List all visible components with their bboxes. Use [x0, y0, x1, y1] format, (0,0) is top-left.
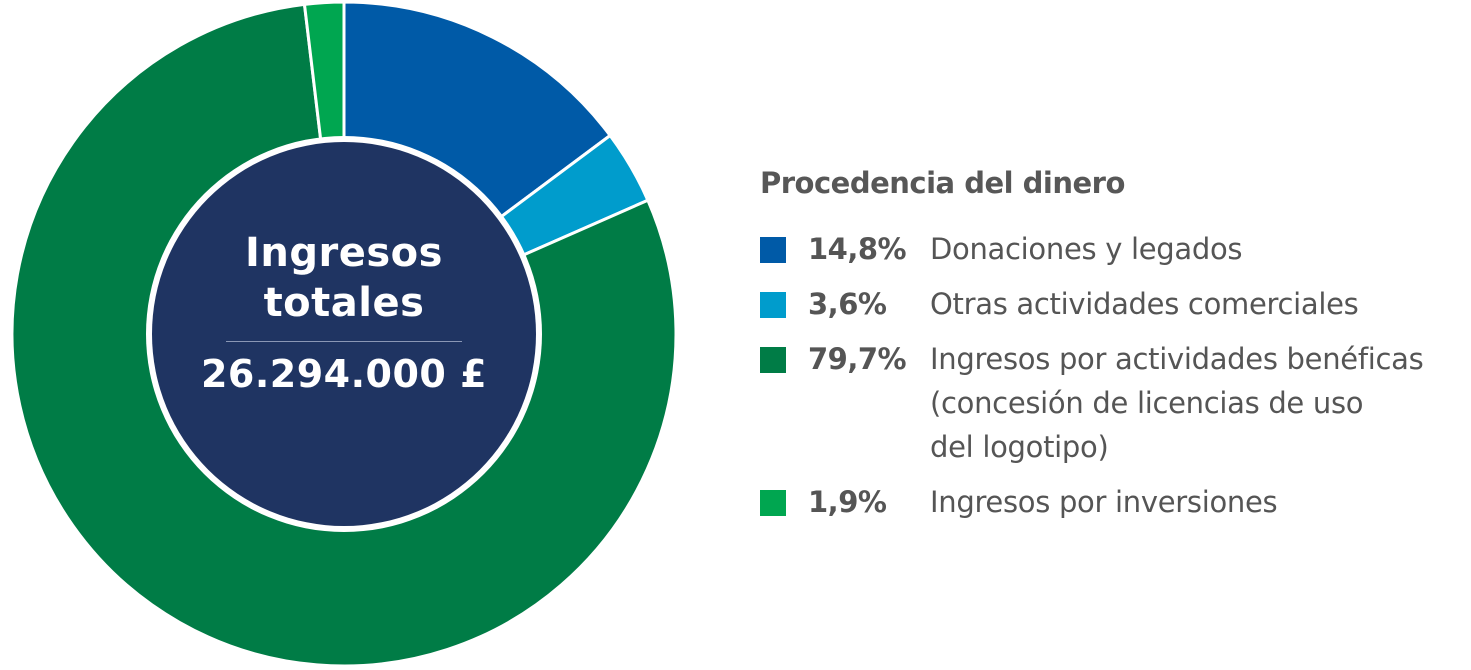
- legend-percent: 79,7%: [808, 342, 907, 376]
- legend-item-actividades-beneficas: 79,7% Ingresos por actividades benéficas…: [760, 337, 1470, 469]
- legend-label: Ingresos por actividades benéficas (conc…: [930, 337, 1470, 469]
- legend-label: Otras actividades comerciales: [930, 287, 1359, 321]
- legend-swatch-icon: [760, 347, 786, 373]
- legend-label-line: del logotipo): [930, 430, 1109, 464]
- center-label: Ingresos totales 26.294.000 £: [151, 228, 537, 396]
- legend-item-inversiones: 1,9% Ingresos por inversiones: [760, 480, 1470, 524]
- total-income-value: 26.294.000 £: [200, 352, 488, 396]
- center-divider: [226, 341, 462, 342]
- legend-percent: 1,9%: [808, 485, 887, 519]
- legend-swatch-icon: [760, 490, 786, 516]
- legend-item-otras-actividades: 3,6% Otras actividades comerciales: [760, 282, 1470, 326]
- legend-item-donaciones: 14,8% Donaciones y legados: [760, 227, 1470, 271]
- legend-swatch-icon: [760, 237, 786, 263]
- donut-chart: [10, 0, 678, 668]
- legend-label-line: Ingresos por actividades benéficas: [930, 342, 1424, 376]
- legend-title: Procedencia del dinero: [760, 166, 1125, 200]
- legend: Procedencia del dinero 14,8% Donaciones …: [760, 163, 1470, 535]
- legend-swatch-icon: [760, 292, 786, 318]
- center-disc: [152, 142, 536, 526]
- legend-percent: 3,6%: [808, 287, 887, 321]
- legend-label-line: (concesión de licencias de uso: [930, 386, 1364, 420]
- legend-label: Ingresos por inversiones: [930, 485, 1278, 519]
- center-title-line2: totales: [263, 280, 425, 326]
- center-title-line1: Ingresos: [245, 230, 443, 276]
- legend-percent: 14,8%: [808, 232, 907, 266]
- legend-label: Donaciones y legados: [930, 232, 1243, 266]
